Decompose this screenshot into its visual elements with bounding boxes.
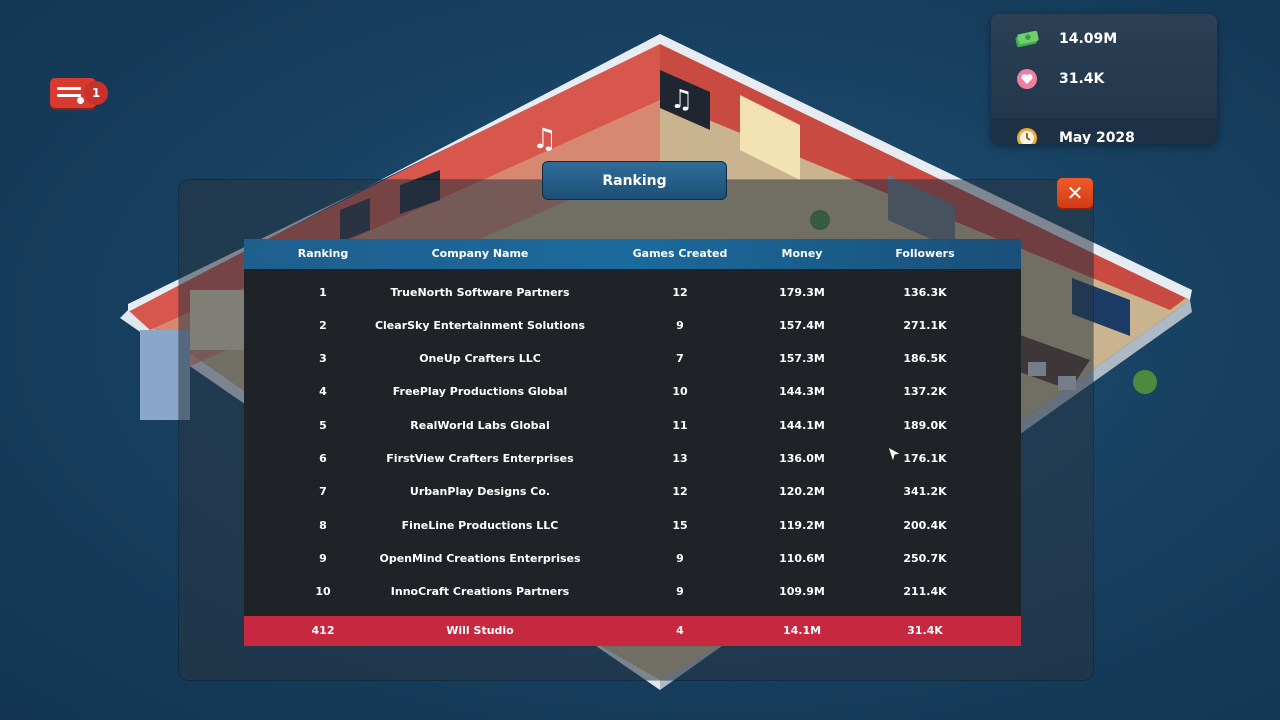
header-company-name[interactable]: Company Name bbox=[431, 247, 529, 260]
followers-stat: 31.4K bbox=[991, 59, 1217, 99]
cell-rank: 3 bbox=[319, 352, 327, 365]
table-row: 4 FreePlay Productions Global 10 144.3M … bbox=[244, 376, 1021, 409]
table-row: 5 RealWorld Labs Global 11 144.1M 189.0K bbox=[244, 410, 1021, 443]
table-row: 6 FirstView Crafters Enterprises 13 136.… bbox=[244, 443, 1021, 476]
cell-money: 144.1M bbox=[779, 419, 825, 432]
cell-company: UrbanPlay Designs Co. bbox=[409, 485, 551, 498]
cell-followers: 341.2K bbox=[903, 485, 947, 498]
cell-games: 9 bbox=[676, 585, 684, 598]
cell-money: 136.0M bbox=[779, 452, 825, 465]
cell-money: 109.9M bbox=[779, 585, 825, 598]
table-row: 9 OpenMind Creations Enterprises 9 110.6… bbox=[244, 543, 1021, 576]
cell-games: 12 bbox=[672, 286, 688, 299]
table-row: 8 FineLine Productions LLC 15 119.2M 200… bbox=[244, 510, 1021, 543]
cell-company: ClearSky Entertainment Solutions bbox=[374, 319, 586, 332]
cell-money: 120.2M bbox=[779, 485, 825, 498]
dialog-title: Ranking bbox=[542, 161, 727, 200]
table-row: 2 ClearSky Entertainment Solutions 9 157… bbox=[244, 310, 1021, 343]
cell-money: 157.4M bbox=[779, 319, 825, 332]
cell-games: 7 bbox=[676, 352, 684, 365]
cell-company: FreePlay Productions Global bbox=[392, 385, 568, 398]
close-icon: ✕ bbox=[1066, 181, 1084, 205]
cell-followers: 137.2K bbox=[903, 385, 947, 398]
table-row: 1 TrueNorth Software Partners 12 179.3M … bbox=[244, 277, 1021, 310]
table-row: 10 InnoCraft Creations Partners 9 109.9M… bbox=[244, 576, 1021, 609]
money-value: 14.09M bbox=[1059, 31, 1118, 47]
cell-rank: 1 bbox=[319, 286, 327, 299]
cell-company: RealWorld Labs Global bbox=[410, 419, 550, 432]
ticket-line bbox=[57, 87, 81, 90]
cell-company: FirstView Crafters Enterprises bbox=[386, 452, 574, 465]
cell-followers: 136.3K bbox=[903, 286, 947, 299]
cell-company: TrueNorth Software Partners bbox=[390, 286, 570, 299]
header-ranking[interactable]: Ranking bbox=[297, 247, 349, 260]
cell-rank: 9 bbox=[319, 552, 327, 565]
stats-panel: 14.09M 31.4K May 2028 bbox=[991, 14, 1217, 144]
clock-icon bbox=[1015, 126, 1039, 144]
player-games: 4 bbox=[676, 624, 684, 637]
cell-games: 12 bbox=[672, 485, 688, 498]
cell-followers: 200.4K bbox=[903, 519, 947, 532]
cell-games: 11 bbox=[672, 419, 688, 432]
header-money[interactable]: Money bbox=[781, 247, 823, 260]
player-company: Will Studio bbox=[446, 624, 514, 637]
cell-money: 157.3M bbox=[779, 352, 825, 365]
cell-rank: 10 bbox=[315, 585, 331, 598]
cell-rank: 2 bbox=[319, 319, 327, 332]
cell-rank: 6 bbox=[319, 452, 327, 465]
cell-games: 9 bbox=[676, 552, 684, 565]
cell-company: OneUp Crafters LLC bbox=[419, 352, 541, 365]
cell-money: 179.3M bbox=[779, 286, 825, 299]
cell-games: 9 bbox=[676, 319, 684, 332]
cell-rank: 4 bbox=[319, 385, 327, 398]
cell-followers: 186.5K bbox=[903, 352, 947, 365]
money-stat: 14.09M bbox=[991, 19, 1217, 59]
cash-icon bbox=[1015, 27, 1039, 51]
player-followers: 31.4K bbox=[907, 624, 943, 637]
cell-games: 13 bbox=[672, 452, 688, 465]
date-stat: May 2028 bbox=[991, 118, 1217, 144]
cell-followers: 271.1K bbox=[903, 319, 947, 332]
header-games-created[interactable]: Games Created bbox=[632, 247, 728, 260]
cell-company: OpenMind Creations Enterprises bbox=[379, 552, 581, 565]
cell-money: 144.3M bbox=[779, 385, 825, 398]
player-rank: 412 bbox=[311, 624, 335, 637]
table-row: 3 OneUp Crafters LLC 7 157.3M 186.5K bbox=[244, 343, 1021, 376]
close-button[interactable]: ✕ bbox=[1057, 178, 1093, 208]
cell-games: 15 bbox=[672, 519, 688, 532]
cell-rank: 8 bbox=[319, 519, 327, 532]
svg-text:♫: ♫ bbox=[532, 122, 557, 155]
cell-company: InnoCraft Creations Partners bbox=[390, 585, 570, 598]
cell-money: 110.6M bbox=[779, 552, 825, 565]
player-table-row: 412 Will Studio 4 14.1M 31.4K bbox=[244, 616, 1021, 646]
cell-followers: 211.4K bbox=[903, 585, 947, 598]
ticket-dot bbox=[77, 97, 84, 104]
cell-rank: 5 bbox=[319, 419, 327, 432]
date-value: May 2028 bbox=[1059, 130, 1135, 144]
followers-value: 31.4K bbox=[1059, 71, 1105, 87]
ticket-line bbox=[57, 94, 81, 97]
cell-followers: 189.0K bbox=[903, 419, 947, 432]
player-money: 14.1M bbox=[782, 624, 822, 637]
cell-company: FineLine Productions LLC bbox=[401, 519, 559, 532]
cell-followers: 250.7K bbox=[903, 552, 947, 565]
svg-text:♫: ♫ bbox=[670, 85, 693, 115]
header-followers[interactable]: Followers bbox=[895, 247, 955, 260]
heart-icon bbox=[1015, 67, 1039, 91]
notification-count-badge: 1 bbox=[84, 81, 108, 105]
table-header: Ranking Company Name Games Created Money… bbox=[244, 239, 1021, 269]
cell-rank: 7 bbox=[319, 485, 327, 498]
cell-games: 10 bbox=[672, 385, 688, 398]
mouse-cursor-icon bbox=[887, 445, 903, 464]
ranking-table: Ranking Company Name Games Created Money… bbox=[244, 239, 1021, 646]
table-row: 7 UrbanPlay Designs Co. 12 120.2M 341.2K bbox=[244, 476, 1021, 509]
cell-money: 119.2M bbox=[779, 519, 825, 532]
cell-followers: 176.1K bbox=[903, 452, 947, 465]
